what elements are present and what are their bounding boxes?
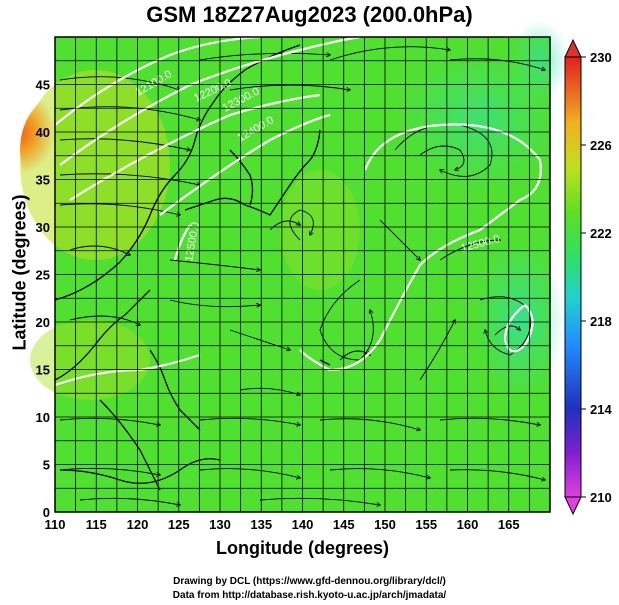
temperature-field [20, 20, 570, 512]
y-axis-label: Latitude (degrees) [9, 194, 30, 351]
credit-data: Data from http://database.rish.kyoto-u.a… [172, 590, 447, 601]
x-tick-label: 165 [498, 517, 520, 532]
x-tick-label: 140 [292, 517, 314, 532]
colorbar-tick-label: 218 [590, 314, 612, 329]
x-tick-label: 120 [127, 517, 149, 532]
colorbar-min-arrow [564, 496, 582, 516]
y-tick-label: 45 [36, 78, 50, 93]
x-tick-label: 125 [168, 517, 190, 532]
x-tick-label: 160 [457, 517, 479, 532]
x-tick-label: 155 [415, 517, 437, 532]
y-tick-label: 10 [36, 410, 50, 425]
colorbar-tick-label: 214 [590, 402, 612, 417]
x-tick-label: 115 [86, 517, 107, 532]
colorbar: 210 214 218 222 226 230 [564, 38, 612, 516]
plot-frame [54, 36, 551, 513]
y-tick-label: 0 [43, 505, 50, 520]
colorbar-tick-label: 226 [590, 138, 612, 153]
x-axis-label: Longitude (degrees) [215, 538, 389, 558]
x-tick-label: 135 [250, 517, 272, 532]
y-tick-label: 35 [36, 173, 50, 188]
x-tick-labels: 110 115 120 125 130 135 140 145 150 155 160 165 [45, 517, 520, 532]
x-tick-label: 130 [209, 517, 231, 532]
colorbar-max-arrow [564, 38, 582, 58]
y-tick-label: 30 [36, 220, 50, 235]
y-tick-label: 5 [43, 458, 50, 473]
x-tick-label: 145 [333, 517, 355, 532]
y-tick-label: 15 [36, 363, 50, 378]
y-tick-label: 20 [36, 315, 50, 330]
lat-lon-grid [54, 36, 551, 513]
x-tick-label: 150 [374, 517, 396, 532]
colorbar-tick-label: 230 [590, 50, 612, 65]
x-tick-label: 110 [45, 517, 66, 532]
chart-title: GSM 18Z27Aug2023 (200.0hPa) [146, 2, 473, 27]
y-tick-label: 40 [36, 125, 50, 140]
colorbar-tick-label: 210 [590, 490, 612, 505]
credit-drawing: Drawing by DCL (https://www.gfd-dennou.o… [173, 576, 446, 587]
colorbar-tick-label: 222 [590, 226, 612, 241]
height-contours [54, 35, 542, 387]
y-tick-labels: 0 5 10 15 20 25 30 35 40 45 [36, 78, 50, 521]
y-tick-label: 25 [36, 268, 50, 283]
